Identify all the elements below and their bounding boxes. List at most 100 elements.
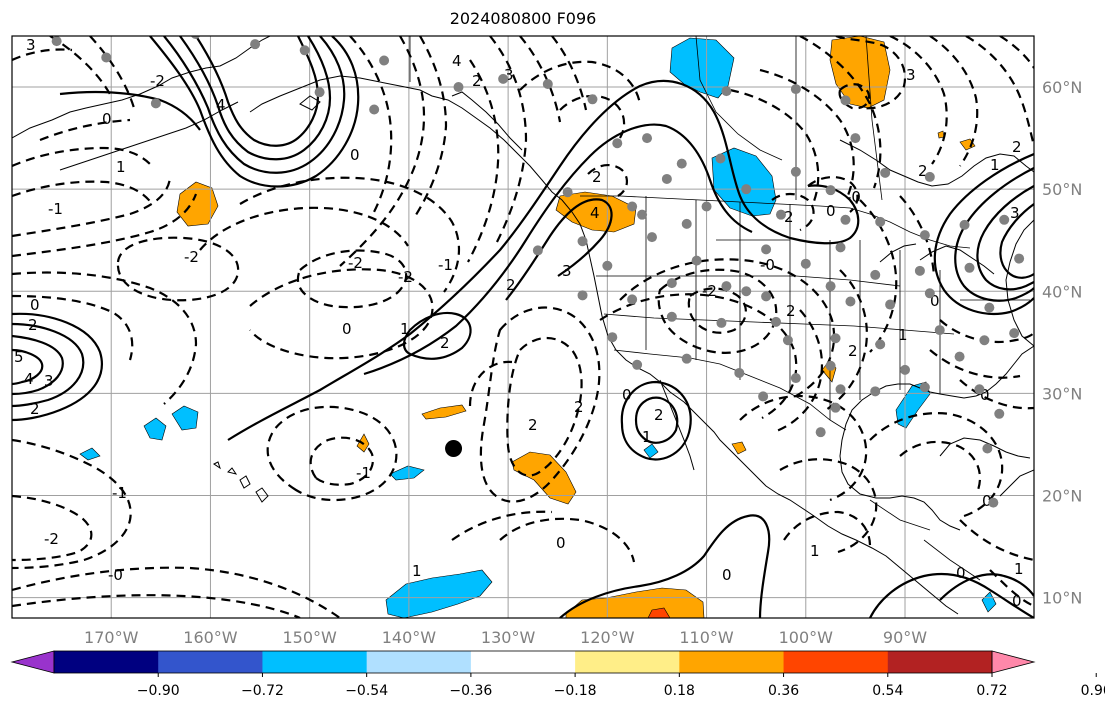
contour-label: 4 [24,370,34,388]
contour-label: 3 [1010,204,1020,222]
station-dot [964,262,975,273]
station-dot [661,173,672,184]
positive-anomaly-patch [565,587,705,618]
station-dot [875,339,886,350]
station-dot [1033,239,1034,241]
colorbar-tick-label: −0.90 [137,683,180,699]
station-dot [721,86,732,97]
contour-label: 0 [1012,592,1022,610]
colorbar-tick-label: −0.18 [554,683,597,699]
station-dot [701,201,712,212]
contour-label: 3 [504,66,514,84]
contour-label: 2 [574,398,584,416]
station-dot [959,219,970,230]
station-dot [988,497,999,508]
colorbar-segment [54,651,159,673]
station-dot [919,382,930,393]
contour-label: 4 [590,204,600,222]
negative-anomaly-patch [643,443,659,459]
contour-label: 3 [26,36,36,54]
station-dot [758,391,769,402]
station-dot [835,384,846,395]
contour-label: 1 [898,326,908,344]
station-dot [607,332,618,343]
colorbar-tick-label: −0.36 [449,683,492,699]
station-dot [840,95,851,106]
station-dot [379,55,390,66]
station-dot [51,36,62,47]
negative-anomaly-patch [711,147,777,217]
station-dot [646,232,657,243]
station-dot [691,255,702,266]
map-title: 2024080800 F096 [449,9,597,28]
contour-label: 2 [472,72,482,90]
colorbar-tick-label: −0.54 [345,683,388,699]
contour-label: -2 [348,254,363,272]
lon-tick-label: 110°W [679,628,734,647]
contour-label: 0 [30,296,40,314]
station-dot [715,153,726,164]
negative-anomaly-patch [389,465,425,481]
lat-tick-label: 50°N [1042,180,1082,199]
station-dot [914,265,925,276]
station-markers [51,36,1034,508]
station-dot [666,278,677,289]
station-dot [815,427,826,438]
station-dot [632,359,643,370]
station-dot [984,302,995,313]
negative-anomaly-patch [385,569,493,618]
negative-anomaly-patch [143,417,167,441]
contour-label: 0 [556,534,566,552]
station-dot [637,209,648,220]
station-dot [1009,328,1020,339]
contour-label: -2 [184,248,199,266]
colorbar-tick-label: 0.36 [768,683,799,699]
colorbar-segment [575,651,680,673]
station-dot [681,353,692,364]
contour-label: 2 [28,316,38,334]
lat-tick-label: 10°N [1042,589,1082,608]
station-dot [924,171,935,182]
contour-label: 0 [930,292,940,310]
station-dot [919,230,930,241]
station-dot [880,167,891,178]
station-dot [835,242,846,253]
marker-layer [445,440,463,458]
colorbar-segment [158,651,263,673]
contour-label: -2 [702,282,717,300]
station-dot [721,281,732,292]
station-dot [627,294,638,305]
contour-label: 2 [30,400,40,418]
station-dot [825,185,836,196]
station-dot [577,236,588,247]
station-dot [101,52,112,63]
contour-label: -2 [150,72,165,90]
contour-label: 0 [342,320,352,338]
map-frame [11,35,1035,619]
contour-label: 1 [810,542,820,560]
station-dot [761,244,772,255]
contour-label: -0 [108,566,123,584]
station-dot [532,245,543,256]
station-dot [994,408,1005,419]
station-dot [775,209,786,220]
gridlines [12,36,1034,618]
contour-label: 1 [642,428,652,446]
station-dot [369,104,380,115]
station-dot [642,133,653,144]
lon-tick-label: 140°W [382,628,437,647]
lon-tick-label: 150°W [282,628,337,647]
station-dot [542,78,553,89]
contour-label: 5 [14,348,24,366]
station-dot [681,218,692,229]
colorbar-outline [53,650,993,674]
station-dot [825,360,836,371]
positive-anomaly-patch [731,441,747,455]
strong-positive-anomaly-patch [647,607,671,618]
contour-label: 2 [848,342,858,360]
station-dot [716,317,727,328]
colorbar-segment [783,651,889,673]
contours-solid [12,36,1034,618]
coastlines [12,36,1034,615]
